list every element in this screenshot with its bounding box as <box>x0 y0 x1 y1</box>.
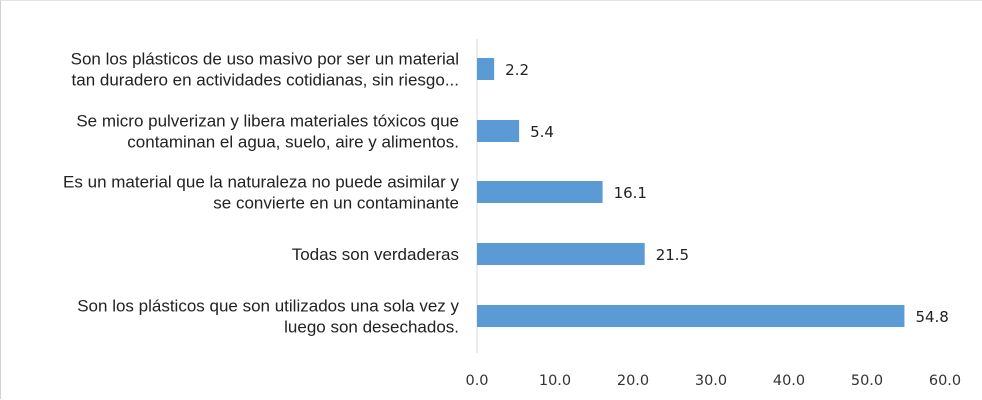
data-label: 2.2 <box>505 61 529 79</box>
category-label: Son los plásticos que son utilizados una… <box>77 297 459 316</box>
category-label: Se micro pulverizan y libera materiales … <box>76 112 459 131</box>
x-tick-label: 50.0 <box>851 373 883 389</box>
bar <box>477 120 520 142</box>
x-tick-label: 40.0 <box>773 373 805 389</box>
x-tick-label: 10.0 <box>539 373 571 389</box>
category-label: Todas son verdaderas <box>292 245 459 264</box>
bar <box>477 243 645 265</box>
x-tick-label: 30.0 <box>695 373 727 389</box>
category-label: luego son desechados. <box>284 318 459 337</box>
data-label: 54.8 <box>915 308 948 326</box>
category-label: tan duradero en actividades cotidianas, … <box>72 71 459 90</box>
category-label: contaminan el agua, suelo, aire y alimen… <box>127 133 459 152</box>
data-label: 16.1 <box>614 184 647 202</box>
category-label: se convierte en un contaminante <box>213 194 459 213</box>
x-tick-label: 60.0 <box>929 373 961 389</box>
category-label: Es un material que la naturaleza no pued… <box>63 173 459 192</box>
bar <box>477 181 603 203</box>
x-tick-label: 20.0 <box>617 373 649 389</box>
bar <box>477 305 905 327</box>
data-label: 21.5 <box>656 246 689 264</box>
data-label: 5.4 <box>530 123 554 141</box>
bar <box>477 58 495 80</box>
x-tick-label: 0.0 <box>465 373 488 389</box>
category-label: Son los plásticos de uso masivo por ser … <box>71 50 459 69</box>
